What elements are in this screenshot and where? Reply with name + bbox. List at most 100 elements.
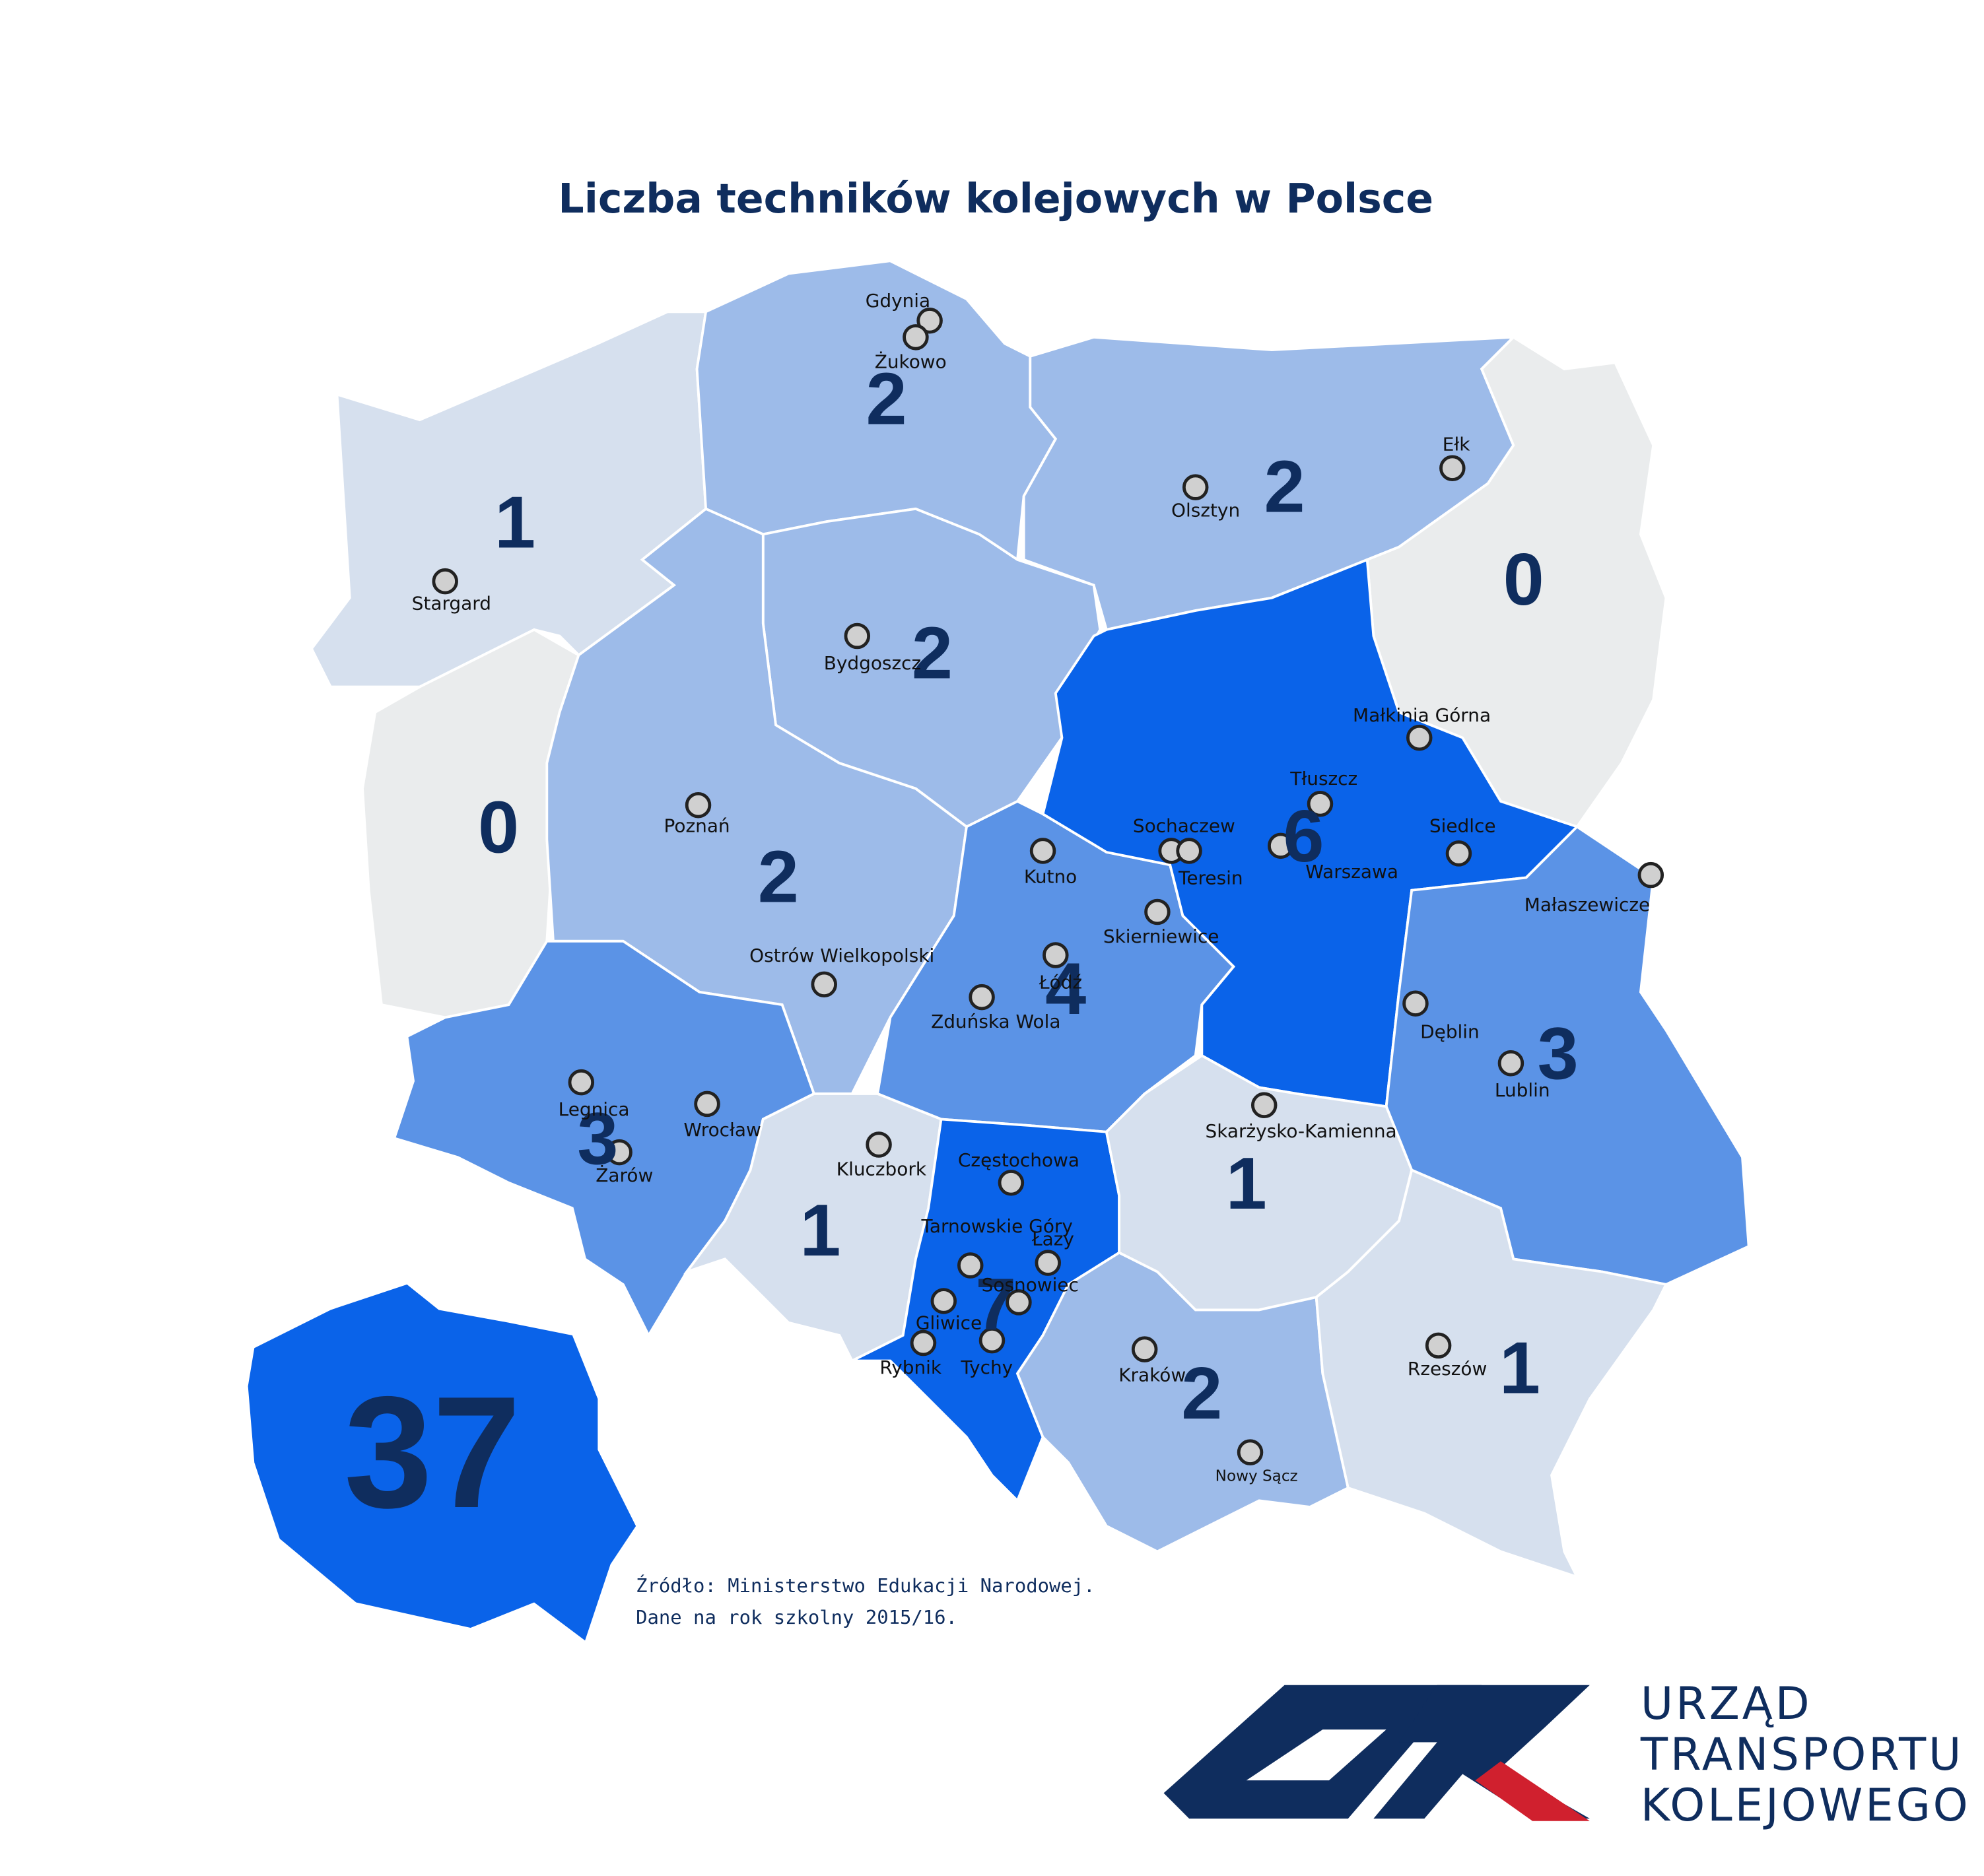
city-label: Kluczbork: [837, 1158, 927, 1180]
city-label: Sochaczew: [1133, 815, 1235, 836]
city-label: Tarnowskie Góry: [921, 1215, 1073, 1237]
city-label: Żukowo: [875, 351, 947, 372]
city-label: Ełk: [1443, 434, 1471, 455]
city-label: Małkinia Górna: [1353, 704, 1491, 726]
source-line: Źródło: Ministerstwo Edukacji Narodowej.: [636, 1574, 1095, 1597]
city-label: Skierniewice: [1103, 925, 1219, 947]
city-marker: [1237, 1439, 1264, 1465]
city-marker: [1035, 1250, 1062, 1276]
city-marker: [606, 1139, 633, 1166]
city-marker: [957, 1252, 984, 1279]
source-line: Dane na rok szkolny 2015/16.: [636, 1606, 957, 1628]
city-marker: [1182, 474, 1209, 500]
city-label: Kutno: [1024, 866, 1077, 888]
city-label: Stargard: [412, 592, 491, 614]
city-label: Łódź: [1039, 971, 1082, 993]
city-marker: [432, 568, 458, 595]
city-marker: [866, 1131, 892, 1158]
city-marker: [1439, 455, 1466, 481]
region-value: 2: [1181, 1352, 1222, 1434]
logo-shape: [1163, 1685, 1482, 1819]
city-marker: [1637, 861, 1664, 888]
region-value: 2: [1264, 445, 1305, 527]
city-label: Małaszewicze: [1524, 894, 1650, 916]
city-marker: [1144, 898, 1171, 925]
region-value: 4: [1045, 947, 1086, 1030]
city-label: Olsztyn: [1171, 500, 1240, 521]
city-label: Kraków: [1118, 1364, 1186, 1386]
region-value: 2: [866, 357, 907, 440]
city-label: Legnica: [559, 1098, 630, 1120]
region-value: 0: [1503, 538, 1544, 620]
city-label: Gdynia: [866, 290, 930, 312]
title: Liczba techników kolejowych w Polsce: [558, 175, 1433, 222]
city-marker: [1402, 990, 1429, 1017]
region-value: 1: [800, 1189, 840, 1271]
region: [1015, 1251, 1350, 1553]
city-label: Sosnowiec: [982, 1274, 1079, 1296]
city-label: Rzeszów: [1408, 1358, 1487, 1380]
city-label: Łazy: [1031, 1228, 1074, 1250]
logo-text: URZĄD: [1641, 1677, 1812, 1729]
city-label: Nowy Sącz: [1215, 1467, 1298, 1485]
region-value: 7: [975, 1263, 1016, 1345]
city-label: Tychy: [960, 1357, 1013, 1378]
region-value: 6: [1283, 795, 1324, 877]
city-marker: [910, 1329, 937, 1357]
city-label: Poznań: [664, 815, 730, 836]
region-value: 0: [478, 786, 519, 869]
city-marker: [1497, 1050, 1524, 1077]
city-label: Wrocław: [683, 1119, 761, 1141]
city-marker: [1445, 840, 1472, 867]
city-label: Ostrów Wielkopolski: [749, 945, 934, 966]
city-marker: [969, 984, 995, 1011]
city-marker: [1425, 1332, 1452, 1359]
city-label: Lublin: [1495, 1079, 1550, 1101]
city-label: Siedlce: [1429, 815, 1496, 836]
total-value: 37: [344, 1364, 521, 1541]
city-marker: [930, 1288, 957, 1314]
region-value: 1: [1226, 1142, 1267, 1224]
city-marker: [1131, 1336, 1158, 1362]
city-marker: [685, 791, 712, 819]
logo-text: TRANSPORTU: [1640, 1728, 1964, 1780]
city-label: Teresin: [1178, 867, 1243, 888]
city-marker: [1176, 838, 1202, 864]
city-marker: [1006, 1289, 1032, 1316]
city-marker: [916, 308, 943, 334]
city-label: Zduńska Wola: [931, 1011, 1060, 1032]
city-marker: [1029, 838, 1056, 864]
city-label: Bydgoszcz: [824, 652, 921, 674]
city-marker: [978, 1327, 1006, 1354]
logo-text: KOLEJOWEGO: [1641, 1779, 1971, 1831]
city-label: Rybnik: [879, 1357, 942, 1378]
city-label: Gliwice: [916, 1312, 982, 1334]
region-value: 3: [577, 1098, 618, 1180]
region-value: 1: [1499, 1326, 1540, 1409]
region-value: 2: [912, 612, 953, 694]
region-value: 3: [1538, 1012, 1579, 1094]
region-value: 2: [758, 836, 799, 918]
city-marker: [1307, 791, 1334, 817]
city-label: Dęblin: [1420, 1021, 1480, 1043]
city-marker: [568, 1069, 595, 1096]
city-marker: [811, 971, 837, 998]
city-marker: [903, 324, 929, 351]
country-total: [248, 1284, 636, 1641]
region: [1315, 1168, 1668, 1580]
city-label: Tłuszcz: [1289, 768, 1357, 789]
city-marker: [1268, 832, 1294, 859]
city-marker: [1406, 724, 1433, 751]
city-marker: [844, 622, 871, 650]
city-label: Warszawa: [1305, 861, 1398, 883]
city-marker: [998, 1170, 1025, 1196]
city-marker: [694, 1090, 720, 1118]
city-label: Skarżysko-Kamienna: [1206, 1120, 1397, 1142]
logo: URZĄD TRANSPORTU KOLEJOWEGO: [1163, 1677, 1971, 1831]
region-value: 1: [495, 481, 535, 563]
city-label: Częstochowa: [958, 1149, 1079, 1171]
city-marker: [1043, 942, 1069, 968]
logo-accent: [1475, 1761, 1590, 1821]
city-label: Żarów: [596, 1164, 653, 1186]
